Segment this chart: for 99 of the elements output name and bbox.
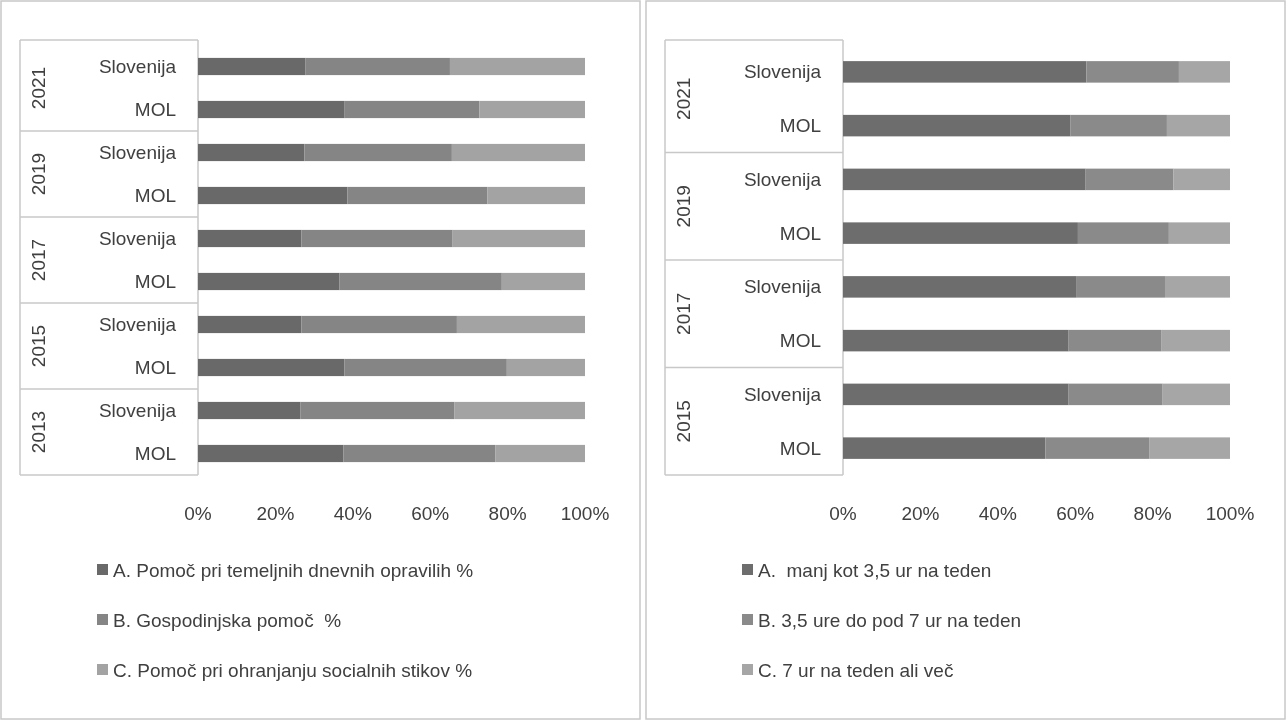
bar [843,168,1086,191]
bar [1070,114,1167,137]
bar [304,143,452,162]
text: 2013 [27,410,49,454]
y-tick-label: Slovenija [98,142,177,163]
x-tick-label: 40% [978,503,1017,524]
y-tick-label: MOL [779,437,821,459]
y-tick-label: MOL [134,271,176,292]
bar [344,100,480,119]
bar [1161,329,1230,352]
bar [1068,329,1162,352]
x-tick-label: 20% [901,503,940,524]
text: 2021 [672,77,694,120]
y-tick-label: MOL [779,330,821,352]
bar [198,186,348,205]
text: 2017 [27,238,49,282]
bar [198,401,301,420]
text: 2021 [27,66,49,110]
bar [343,444,496,463]
y-tick-label: MOL [134,99,176,120]
x-tick-label: 20% [256,503,295,524]
legend-label: B. Gospodinjska pomoč % [113,609,342,631]
text: 2019 [672,185,694,228]
bar [301,315,457,334]
x-tick-label: 0% [829,503,857,524]
text: 2015 [672,400,694,443]
bar [1168,222,1230,244]
bar [454,401,585,420]
legend-label: B. 3,5 ure do pod 7 ur na teden [758,609,1022,631]
x-tick-label: 80% [488,503,527,524]
bar [198,315,302,334]
bar [198,100,345,119]
y-tick-label: MOL [134,357,176,378]
bar [452,229,585,248]
bar [495,444,585,463]
x-tick-label: 100% [560,503,610,524]
bar [456,315,585,334]
bar [1045,437,1150,459]
bar [1173,168,1230,191]
bar [451,143,585,162]
text: 2015 [27,324,49,368]
bar [198,143,305,162]
legend-label: C. 7 ur na teden ali več [758,659,954,681]
y-tick-label: Slovenija [98,56,177,77]
bar [198,229,302,248]
y-tick-label: Slovenija [98,314,177,335]
y-tick-label: MOL [134,443,176,464]
text: 2019 [27,152,49,196]
bar [1162,383,1230,406]
bar [843,437,1046,459]
x-tick-label: 100% [1205,503,1255,524]
bar [198,272,340,291]
y-tick-label: MOL [779,115,821,137]
y-tick-label: Slovenija [743,168,822,190]
bar [449,57,585,76]
y-tick-label: Slovenija [743,383,822,405]
x-tick-label: 60% [411,503,450,524]
bar [1166,114,1230,137]
bar [843,383,1069,406]
bar [1086,61,1179,83]
bar [300,401,455,420]
bar [843,114,1071,137]
y-tick-label: MOL [134,185,176,206]
bar [1178,61,1230,83]
bar [479,100,585,119]
legend-label: C. Pomoč pri ohranjanju socialnih stikov % [113,659,473,681]
bar [1085,168,1174,191]
y-tick-label: Slovenija [98,228,177,249]
bar [198,57,306,76]
x-tick-label: 60% [1056,503,1095,524]
bar [1068,383,1163,406]
bar [305,57,450,76]
bar [487,186,585,205]
bar [301,229,453,248]
legend-label: A. Pomoč pri temeljnih dnevnih opravilih % [113,559,474,581]
bar [506,358,585,377]
bar [843,222,1078,244]
text: 2017 [672,292,694,335]
bar [843,61,1087,83]
x-tick-label: 80% [1133,503,1172,524]
bar [843,276,1077,298]
bar [198,358,345,377]
bar [1076,276,1165,298]
bar [339,272,502,291]
bar [1164,276,1230,298]
bar [843,329,1069,352]
y-tick-label: Slovenija [98,400,177,421]
y-tick-label: MOL [779,222,821,244]
y-tick-label: Slovenija [743,276,822,298]
x-tick-label: 0% [184,503,212,524]
bar [347,186,488,205]
legend-label: A. manj kot 3,5 ur na teden [758,559,992,581]
bar [501,272,585,291]
bar [1149,437,1230,459]
bar [344,358,507,377]
y-tick-label: Slovenija [743,61,822,83]
bar [1077,222,1169,244]
bar [198,444,344,463]
x-tick-label: 40% [333,503,372,524]
